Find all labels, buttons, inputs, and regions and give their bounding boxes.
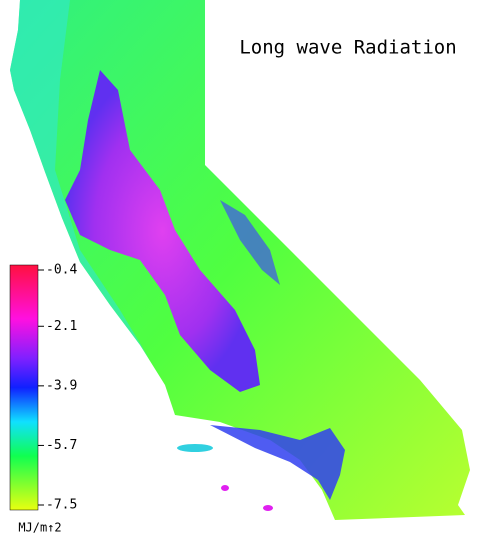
colorbar-ramp (9, 264, 39, 511)
coast-range (10, 0, 150, 360)
island (221, 485, 229, 491)
southern-basin (210, 425, 345, 500)
colorbar-tick-label: -0.4 (46, 263, 77, 278)
colorbar-tick-label: -2.1 (46, 319, 77, 334)
central-valley (65, 70, 260, 392)
colorbar: -0.4 -2.1 -3.9 -5.7 -7.5 (9, 263, 77, 513)
island (177, 444, 213, 452)
california-map (10, 0, 470, 520)
island (263, 505, 273, 511)
sierra-patches (220, 200, 280, 285)
land (10, 0, 470, 520)
colorbar-unit: MJ/m↑2 (18, 521, 61, 535)
colorbar-tick-label: -7.5 (46, 498, 77, 513)
colorbar-tick-label: -5.7 (46, 438, 77, 453)
map-title: Long wave Radiation (239, 37, 456, 59)
colorbar-tick-label: -3.9 (46, 378, 77, 393)
